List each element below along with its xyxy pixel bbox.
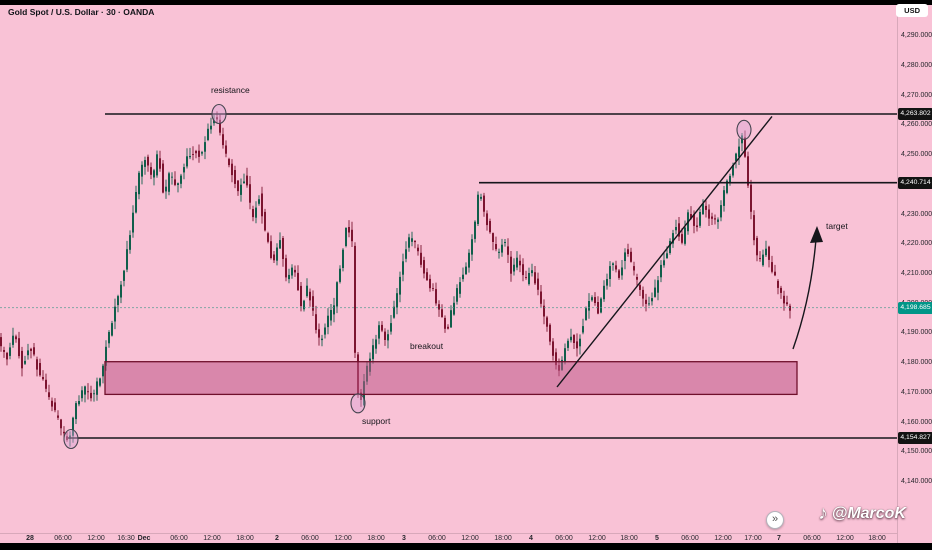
- price-tick: 4,140.000: [901, 478, 932, 486]
- symbol-title: Gold Spot / U.S. Dollar · 30 · OANDA: [8, 7, 155, 17]
- watermark: ♪ @MarcoK: [818, 504, 906, 523]
- candlestick-chart-canvas[interactable]: [0, 0, 897, 533]
- currency-button[interactable]: USD: [896, 4, 928, 17]
- time-tick: 18:00: [236, 535, 254, 542]
- price-badge-resistance: 4,263.802: [898, 108, 932, 120]
- price-axis[interactable]: 4,290.000 4,280.000 4,270.000 4,260.000 4,25…: [897, 5, 932, 543]
- time-tick: 4: [529, 535, 533, 542]
- price-tick: 4,250.000: [901, 151, 932, 159]
- price-tick: 4,230.000: [901, 210, 932, 218]
- time-tick: 18:00: [367, 535, 385, 542]
- time-tick: 06:00: [681, 535, 699, 542]
- time-tick: 12:00: [836, 535, 854, 542]
- price-tick: 4,260.000: [901, 121, 932, 129]
- time-tick: 06:00: [555, 535, 573, 542]
- price-badge-support: 4,154.827: [898, 432, 932, 445]
- price-tick: 4,210.000: [901, 269, 932, 277]
- last-price-badge: 4,198.685: [898, 301, 932, 314]
- time-tick: 12:00: [87, 535, 105, 542]
- price-tick: 4,270.000: [901, 91, 932, 99]
- time-tick: 18:00: [868, 535, 886, 542]
- time-tick: 12:00: [588, 535, 606, 542]
- time-tick: 18:00: [620, 535, 638, 542]
- time-tick: 06:00: [301, 535, 319, 542]
- time-tick: 06:00: [54, 535, 72, 542]
- price-tick: 4,190.000: [901, 329, 932, 337]
- time-tick: 06:00: [803, 535, 821, 542]
- time-tick: Dec: [137, 535, 151, 542]
- time-tick: 12:00: [334, 535, 352, 542]
- time-tick: 17:00: [744, 535, 762, 542]
- go-to-realtime-button[interactable]: »: [766, 511, 784, 529]
- price-tick: 4,280.000: [901, 61, 932, 69]
- price-tick: 4,290.000: [901, 32, 932, 40]
- time-tick: 3: [402, 535, 406, 542]
- time-tick: 5: [655, 535, 659, 542]
- time-tick: 12:00: [714, 535, 732, 542]
- price-badge-intermediate-high: 4,240.714: [898, 176, 932, 189]
- time-tick: 16:30: [117, 535, 135, 542]
- time-tick: 28: [26, 535, 34, 542]
- price-tick: 4,170.000: [901, 388, 932, 396]
- time-tick: 12:00: [203, 535, 221, 542]
- top-black-bar: [0, 0, 932, 5]
- price-tick: 4,150.000: [901, 448, 932, 456]
- price-tick: 4,220.000: [901, 240, 932, 248]
- price-tick: 4,180.000: [901, 359, 932, 367]
- time-tick: 7: [777, 535, 781, 542]
- watermark-handle: @MarcoK: [831, 504, 906, 522]
- time-tick: 06:00: [428, 535, 446, 542]
- time-tick: 2: [275, 535, 279, 542]
- time-axis[interactable]: 28 06:00 12:00 16:30 Dec 06:00 12:00 18:00 2 06:0…: [0, 533, 897, 543]
- bottom-black-bar: [0, 543, 932, 550]
- price-tick: 4,160.000: [901, 418, 932, 426]
- time-tick: 18:00: [494, 535, 512, 542]
- time-tick: 12:00: [461, 535, 479, 542]
- time-tick: 06:00: [170, 535, 188, 542]
- tiktok-icon: ♪: [818, 503, 828, 524]
